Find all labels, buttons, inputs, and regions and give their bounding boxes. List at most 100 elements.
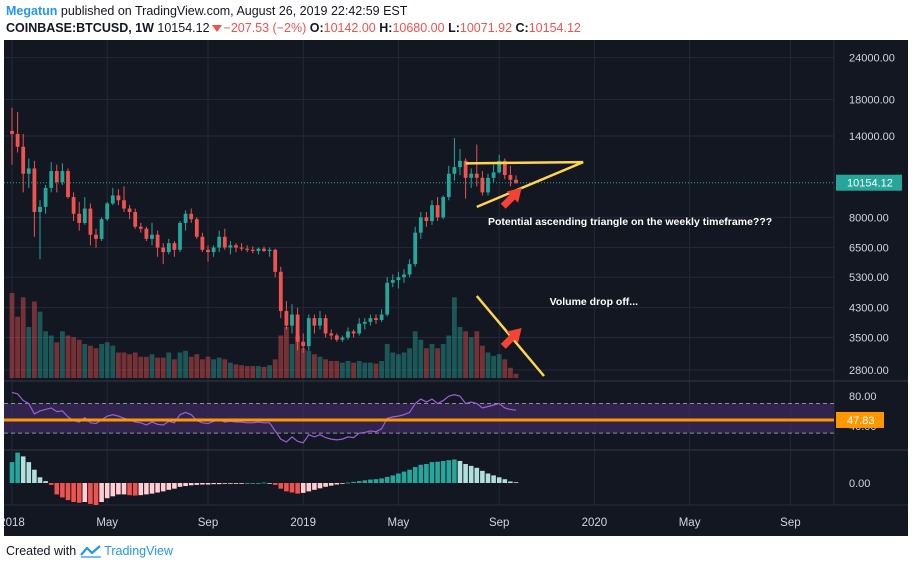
volume-bar	[93, 348, 99, 378]
volume-bar	[345, 361, 351, 378]
macd-histogram-bar	[138, 483, 144, 496]
macd-histogram-bar	[144, 483, 149, 495]
price-tick-label: 3500.00	[849, 333, 889, 345]
arrow-head	[506, 328, 522, 343]
macd-histogram-bar	[491, 475, 496, 483]
volume-bar	[60, 331, 65, 378]
candle-body	[144, 228, 149, 239]
last-price-tag	[836, 174, 902, 191]
candle-body	[368, 318, 373, 322]
candle-body	[49, 171, 54, 188]
macd-histogram-bar	[435, 461, 440, 483]
volume-bar	[256, 366, 261, 378]
tradingview-brand-link[interactable]: TradingView	[104, 544, 173, 558]
candle-body	[222, 236, 227, 248]
high-label: H:	[379, 21, 393, 35]
macd-histogram-bar	[32, 469, 37, 483]
candle-body	[32, 168, 37, 213]
axes: 24000.00 18000.00 14000.00 8000.00 6500.00 53…	[4, 53, 902, 529]
rsi-line	[11, 391, 517, 444]
macd-histogram-bar	[496, 477, 502, 483]
volume-bar	[340, 362, 345, 378]
author-name[interactable]: Megatun	[6, 4, 58, 18]
macd-histogram-bar	[256, 483, 261, 484]
macd-histogram-bar	[328, 483, 334, 486]
macd-histogram-bar	[440, 460, 446, 483]
volume-bar	[205, 356, 211, 378]
price-tick-label: 8000.00	[849, 212, 889, 224]
volume-bar	[440, 344, 446, 378]
low-label: L:	[448, 21, 460, 35]
last-price: 10154.12	[157, 21, 210, 35]
candle-body	[267, 249, 272, 251]
volume-bar	[32, 301, 37, 378]
price-tick-label: 14000.00	[849, 131, 895, 143]
candle-body	[88, 208, 93, 235]
plot-background	[4, 40, 834, 536]
macd-histogram-bar	[194, 483, 200, 485]
macd-histogram-bar	[104, 483, 110, 499]
candle-body	[312, 318, 317, 326]
volume-bar	[160, 357, 166, 378]
macd-histogram-bar	[340, 483, 345, 484]
volume-bar	[138, 356, 144, 378]
open-value: 10142.00	[323, 21, 376, 35]
volume-bar	[429, 344, 435, 378]
close-value: 10154.12	[528, 21, 581, 35]
candle-body	[379, 314, 384, 320]
last-price-label: 10154.12	[847, 178, 893, 190]
candle-body	[127, 208, 132, 213]
candles	[10, 107, 518, 353]
macd-histogram-bar	[65, 483, 71, 501]
candle-body	[60, 171, 65, 183]
macd-histogram-bar	[71, 483, 76, 502]
candle-body	[77, 213, 82, 223]
macd-histogram-bar	[216, 483, 222, 485]
candle-body	[172, 243, 177, 250]
volume-bar	[312, 354, 317, 378]
candle-body	[290, 314, 294, 326]
macd-histogram-bar	[373, 479, 379, 483]
macd-histogram-bar	[160, 483, 166, 492]
volume-bar	[155, 357, 160, 378]
triangle-annotation-text: Potential ascending triangle on the week…	[488, 216, 772, 228]
volume-bar	[362, 362, 368, 378]
candle-body	[26, 168, 31, 174]
volume-bar	[508, 367, 513, 378]
symbol-label: COINBASE:BTCUSD, 1W	[6, 21, 154, 35]
price-tick-label: 24000.00	[849, 53, 895, 65]
candle-body	[413, 232, 418, 265]
macd-histogram-bar	[200, 483, 205, 485]
macd-histogram-bar	[88, 483, 93, 504]
candle-body	[418, 217, 423, 233]
candle-body	[486, 177, 490, 193]
macd-histogram-bar	[239, 483, 244, 484]
macd-histogram-bar	[166, 483, 172, 490]
macd-histogram-bar	[177, 483, 183, 487]
macd-histogram-bar	[93, 483, 99, 506]
volume-bar	[177, 352, 183, 378]
candle-body	[43, 187, 48, 207]
candle-body	[458, 160, 462, 168]
arrow-head	[506, 187, 522, 203]
candle-body	[396, 277, 401, 280]
candle-body	[407, 264, 412, 275]
volume-bar	[99, 344, 104, 378]
candle-body	[250, 249, 255, 251]
volume-bar	[132, 352, 138, 378]
time-tick-label: May	[679, 517, 701, 529]
price-axis[interactable]	[834, 40, 908, 536]
price-tick-label: 18000.00	[849, 94, 895, 106]
macd-histogram-bar	[211, 483, 216, 485]
time-tick-label: 2019	[290, 517, 316, 529]
volume-bar	[407, 348, 412, 378]
volume-bar	[127, 354, 132, 378]
macd-histogram-bar	[452, 459, 457, 483]
volume-bar	[468, 337, 474, 378]
published-text: published on TradingView.com, August 26,…	[57, 4, 408, 18]
candle-body	[306, 318, 311, 347]
candle-body	[161, 247, 166, 253]
volume-bar	[457, 327, 463, 378]
chart[interactable]: Potential ascending triangle on the week…	[4, 40, 908, 540]
volume-bar	[54, 342, 60, 378]
